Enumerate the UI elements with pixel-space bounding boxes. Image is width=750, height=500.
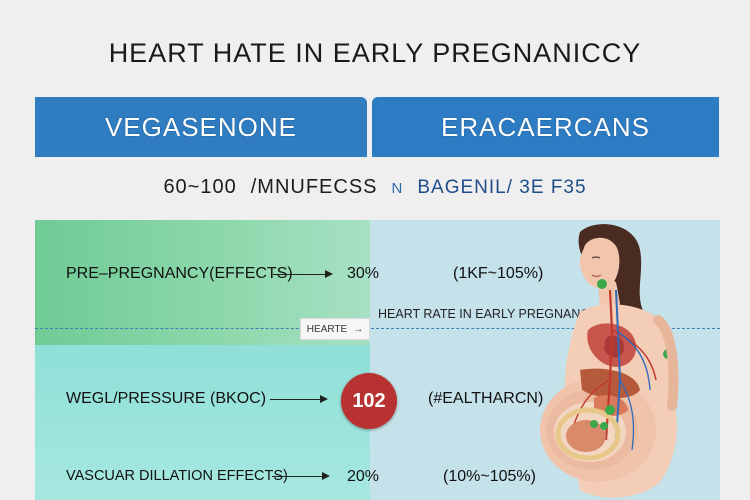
page-title: HEART HATE IN EARLY PREGNANICCY (108, 38, 642, 68)
bottom-left-panel (35, 345, 370, 500)
row-2-label: WEGL/PRESSURE (BKOC) (66, 390, 267, 407)
heart-rate-badge: 102 (341, 373, 397, 429)
arrow-right-icon (270, 395, 328, 403)
header-left: VEGASENONE (35, 97, 367, 157)
range-text: 60~100 (163, 176, 237, 198)
subtitle-line: 60~100 /MNUFECSS N BAGENIL/ 3E F35 (0, 176, 750, 199)
header-right-label: ERACAERCANS (441, 111, 650, 142)
arrow-right-icon: → (353, 323, 364, 335)
row-3-range: (10%~105%) (443, 468, 536, 485)
row-1-label: PRE–PREGNANCY(EFFECTS) (66, 265, 293, 282)
row-3-value: 20% (347, 468, 380, 485)
arrow-right-icon (273, 270, 333, 278)
row-1-range: (1KF~105%) (453, 265, 544, 282)
unit-text: /MNUFECSS (250, 176, 378, 198)
arrow-right-icon (272, 472, 330, 480)
header-left-label: VEGASENONE (104, 111, 298, 142)
header-right: ERACAERCANS (372, 97, 719, 157)
divider-tag: HEARTE → (300, 318, 370, 340)
row-2-range: (#EALTHARCN) (428, 390, 544, 407)
dashed-divider (35, 328, 720, 329)
right-subtitle-text: BAGENIL/ 3E F35 (417, 177, 587, 198)
pregnant-woman-anatomy-illustration (540, 224, 679, 498)
separator-text: N (391, 180, 404, 197)
divider-caption: HEART RATE IN EARLY PREGNANCY (378, 307, 598, 321)
row-3-label: VASCUAR DILLATION EFFECTS) (66, 468, 288, 484)
row-1-value: 30% (347, 265, 380, 282)
divider-tag-label: HEARTE (306, 323, 348, 335)
